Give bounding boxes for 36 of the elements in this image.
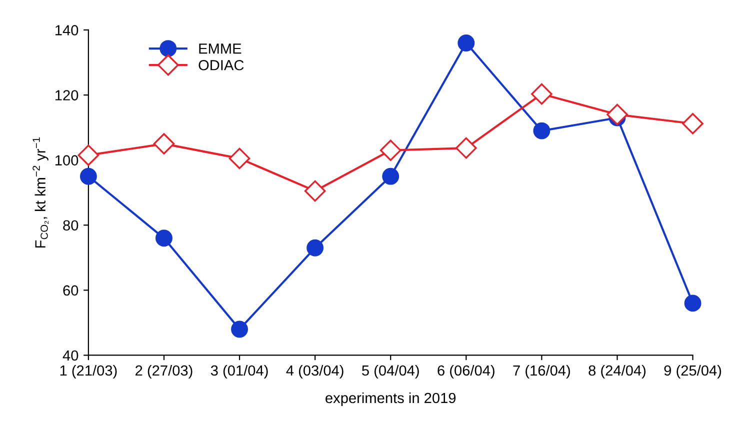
point <box>306 239 324 256</box>
point <box>380 140 402 161</box>
y-tick-label: 40 <box>62 350 78 361</box>
x-tick-label: 4 (03/04) <box>286 364 344 379</box>
y-tick-label: 60 <box>63 285 78 296</box>
point <box>231 320 248 338</box>
point <box>531 83 552 105</box>
x-tick-label: 9 (25/04) <box>664 364 722 379</box>
point <box>156 230 172 247</box>
y-tick-label: 140 <box>56 25 78 36</box>
point <box>458 34 475 52</box>
point <box>382 168 400 185</box>
x-tick-label: 2 (27/03) <box>136 364 192 379</box>
point <box>684 294 702 312</box>
point <box>153 133 175 154</box>
point <box>228 148 250 170</box>
point <box>533 122 550 140</box>
point <box>304 180 326 202</box>
y-tick-label: 100 <box>56 155 78 166</box>
y-axis-title: F$_{CO₂}$, kt km$^{−2}$ yr$^{−1}$ <box>32 137 49 248</box>
x-tick-label: 7 (16/04) <box>513 364 570 379</box>
x-tick-label: 3 (01/04) <box>210 364 268 379</box>
point <box>606 104 628 126</box>
x-tick-label: 1 (21/03) <box>60 364 117 379</box>
point <box>80 168 97 185</box>
legend-label: EMME <box>199 44 242 54</box>
point <box>78 144 100 166</box>
point <box>455 137 477 159</box>
y-tick-label: 80 <box>63 220 78 231</box>
x-tick-label: 8 (24/04) <box>588 364 646 379</box>
x-tick-label: 6 (06/04) <box>438 364 494 379</box>
x-tick-label: 5 (04/04) <box>362 364 419 379</box>
y-tick-label: 120 <box>56 90 78 100</box>
x-axis-title: experiments in 2019 <box>326 392 456 406</box>
point <box>682 112 704 134</box>
legend-label: ODIAC <box>198 60 244 70</box>
